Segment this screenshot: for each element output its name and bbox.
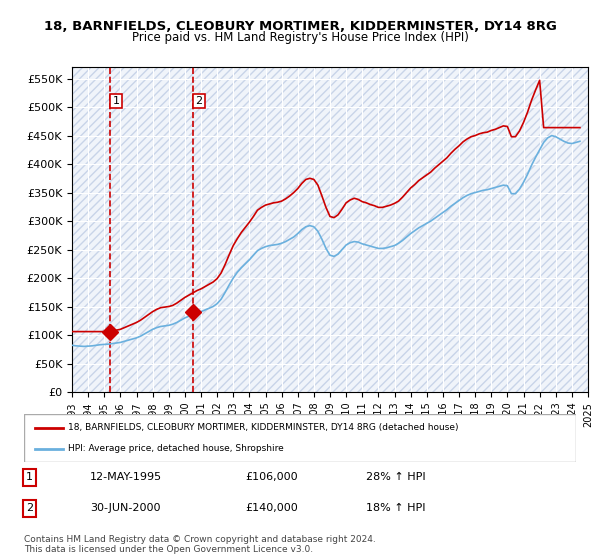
Text: £140,000: £140,000 <box>245 503 298 513</box>
Text: Price paid vs. HM Land Registry's House Price Index (HPI): Price paid vs. HM Land Registry's House … <box>131 31 469 44</box>
Text: 2: 2 <box>26 503 33 513</box>
Text: 18, BARNFIELDS, CLEOBURY MORTIMER, KIDDERMINSTER, DY14 8RG: 18, BARNFIELDS, CLEOBURY MORTIMER, KIDDE… <box>44 20 556 32</box>
Text: 18% ↑ HPI: 18% ↑ HPI <box>366 503 426 513</box>
Text: 2: 2 <box>195 96 202 106</box>
Text: 1: 1 <box>26 473 33 482</box>
Text: Contains HM Land Registry data © Crown copyright and database right 2024.
This d: Contains HM Land Registry data © Crown c… <box>24 535 376 554</box>
FancyBboxPatch shape <box>24 414 576 462</box>
Text: 18, BARNFIELDS, CLEOBURY MORTIMER, KIDDERMINSTER, DY14 8RG (detached house): 18, BARNFIELDS, CLEOBURY MORTIMER, KIDDE… <box>68 423 458 432</box>
Text: 30-JUN-2000: 30-JUN-2000 <box>90 503 161 513</box>
Text: 1: 1 <box>113 96 119 106</box>
Text: £106,000: £106,000 <box>245 473 298 482</box>
Text: 28% ↑ HPI: 28% ↑ HPI <box>366 473 426 482</box>
Text: HPI: Average price, detached house, Shropshire: HPI: Average price, detached house, Shro… <box>68 444 284 453</box>
Text: 12-MAY-1995: 12-MAY-1995 <box>90 473 163 482</box>
